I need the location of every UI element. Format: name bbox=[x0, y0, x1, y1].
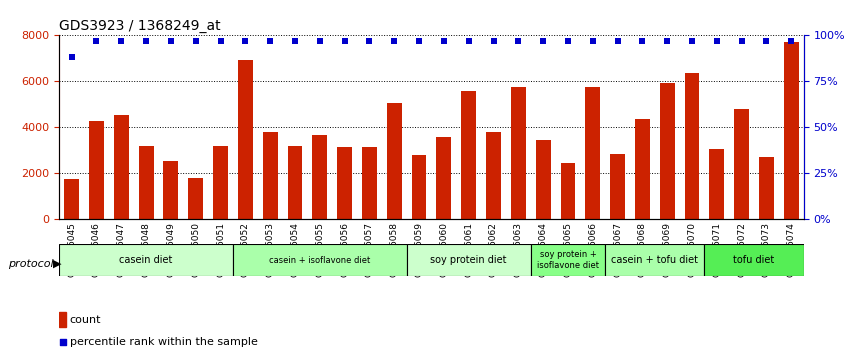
Text: percentile rank within the sample: percentile rank within the sample bbox=[69, 337, 258, 347]
Text: casein diet: casein diet bbox=[119, 255, 173, 265]
Bar bbox=[89, 120, 104, 219]
Text: ▶: ▶ bbox=[53, 259, 62, 269]
Bar bbox=[585, 87, 600, 219]
Bar bbox=[387, 103, 402, 219]
Bar bbox=[139, 146, 153, 219]
Bar bbox=[362, 147, 376, 219]
Point bbox=[164, 38, 178, 44]
Bar bbox=[163, 161, 179, 219]
Bar bbox=[561, 163, 575, 219]
Point bbox=[586, 38, 600, 44]
Bar bbox=[784, 42, 799, 219]
FancyBboxPatch shape bbox=[59, 244, 233, 276]
Point bbox=[512, 38, 525, 44]
FancyBboxPatch shape bbox=[705, 244, 804, 276]
Point bbox=[140, 38, 153, 44]
Text: count: count bbox=[69, 315, 102, 325]
Bar bbox=[710, 149, 724, 219]
Bar bbox=[338, 147, 352, 219]
Point bbox=[710, 38, 723, 44]
Bar bbox=[189, 178, 203, 219]
Bar bbox=[437, 137, 451, 219]
FancyBboxPatch shape bbox=[605, 244, 705, 276]
Point bbox=[486, 38, 500, 44]
Bar bbox=[59, 312, 66, 327]
Point bbox=[263, 38, 277, 44]
Point bbox=[462, 38, 475, 44]
Bar bbox=[660, 82, 674, 219]
Point bbox=[338, 38, 351, 44]
Point bbox=[288, 38, 302, 44]
Bar bbox=[312, 136, 327, 219]
Point bbox=[363, 38, 376, 44]
Point bbox=[561, 38, 574, 44]
Point bbox=[114, 38, 128, 44]
Bar bbox=[263, 132, 277, 219]
Text: soy protein +
isoflavone diet: soy protein + isoflavone diet bbox=[537, 251, 599, 270]
Point bbox=[65, 55, 79, 60]
Text: tofu diet: tofu diet bbox=[733, 255, 775, 265]
Bar bbox=[461, 91, 476, 219]
Bar bbox=[412, 155, 426, 219]
Point bbox=[412, 38, 426, 44]
Text: GDS3923 / 1368249_at: GDS3923 / 1368249_at bbox=[59, 19, 221, 33]
Point bbox=[387, 38, 401, 44]
Text: casein + isoflavone diet: casein + isoflavone diet bbox=[269, 256, 371, 265]
Bar bbox=[536, 140, 551, 219]
Text: casein + tofu diet: casein + tofu diet bbox=[612, 255, 698, 265]
FancyBboxPatch shape bbox=[407, 244, 530, 276]
Bar bbox=[486, 132, 501, 219]
Point bbox=[313, 38, 327, 44]
Point bbox=[760, 38, 773, 44]
Point bbox=[294, 249, 308, 255]
Point bbox=[239, 38, 252, 44]
FancyBboxPatch shape bbox=[233, 244, 407, 276]
Text: protocol: protocol bbox=[8, 259, 54, 269]
FancyBboxPatch shape bbox=[530, 244, 605, 276]
Point bbox=[685, 38, 699, 44]
Bar bbox=[635, 119, 650, 219]
Point bbox=[536, 38, 550, 44]
Point bbox=[611, 38, 624, 44]
Bar bbox=[213, 146, 228, 219]
Bar bbox=[511, 87, 525, 219]
Text: soy protein diet: soy protein diet bbox=[431, 255, 507, 265]
Bar bbox=[734, 109, 749, 219]
Point bbox=[214, 38, 228, 44]
Point bbox=[661, 38, 674, 44]
Bar bbox=[684, 73, 700, 219]
Bar bbox=[114, 115, 129, 219]
Point bbox=[437, 38, 451, 44]
Point bbox=[90, 38, 103, 44]
Point bbox=[735, 38, 749, 44]
Bar bbox=[64, 179, 79, 219]
Bar bbox=[288, 146, 302, 219]
Bar bbox=[759, 157, 774, 219]
Bar bbox=[238, 59, 253, 219]
Point bbox=[189, 38, 202, 44]
Point bbox=[784, 38, 798, 44]
Bar bbox=[610, 154, 625, 219]
Point bbox=[635, 38, 649, 44]
